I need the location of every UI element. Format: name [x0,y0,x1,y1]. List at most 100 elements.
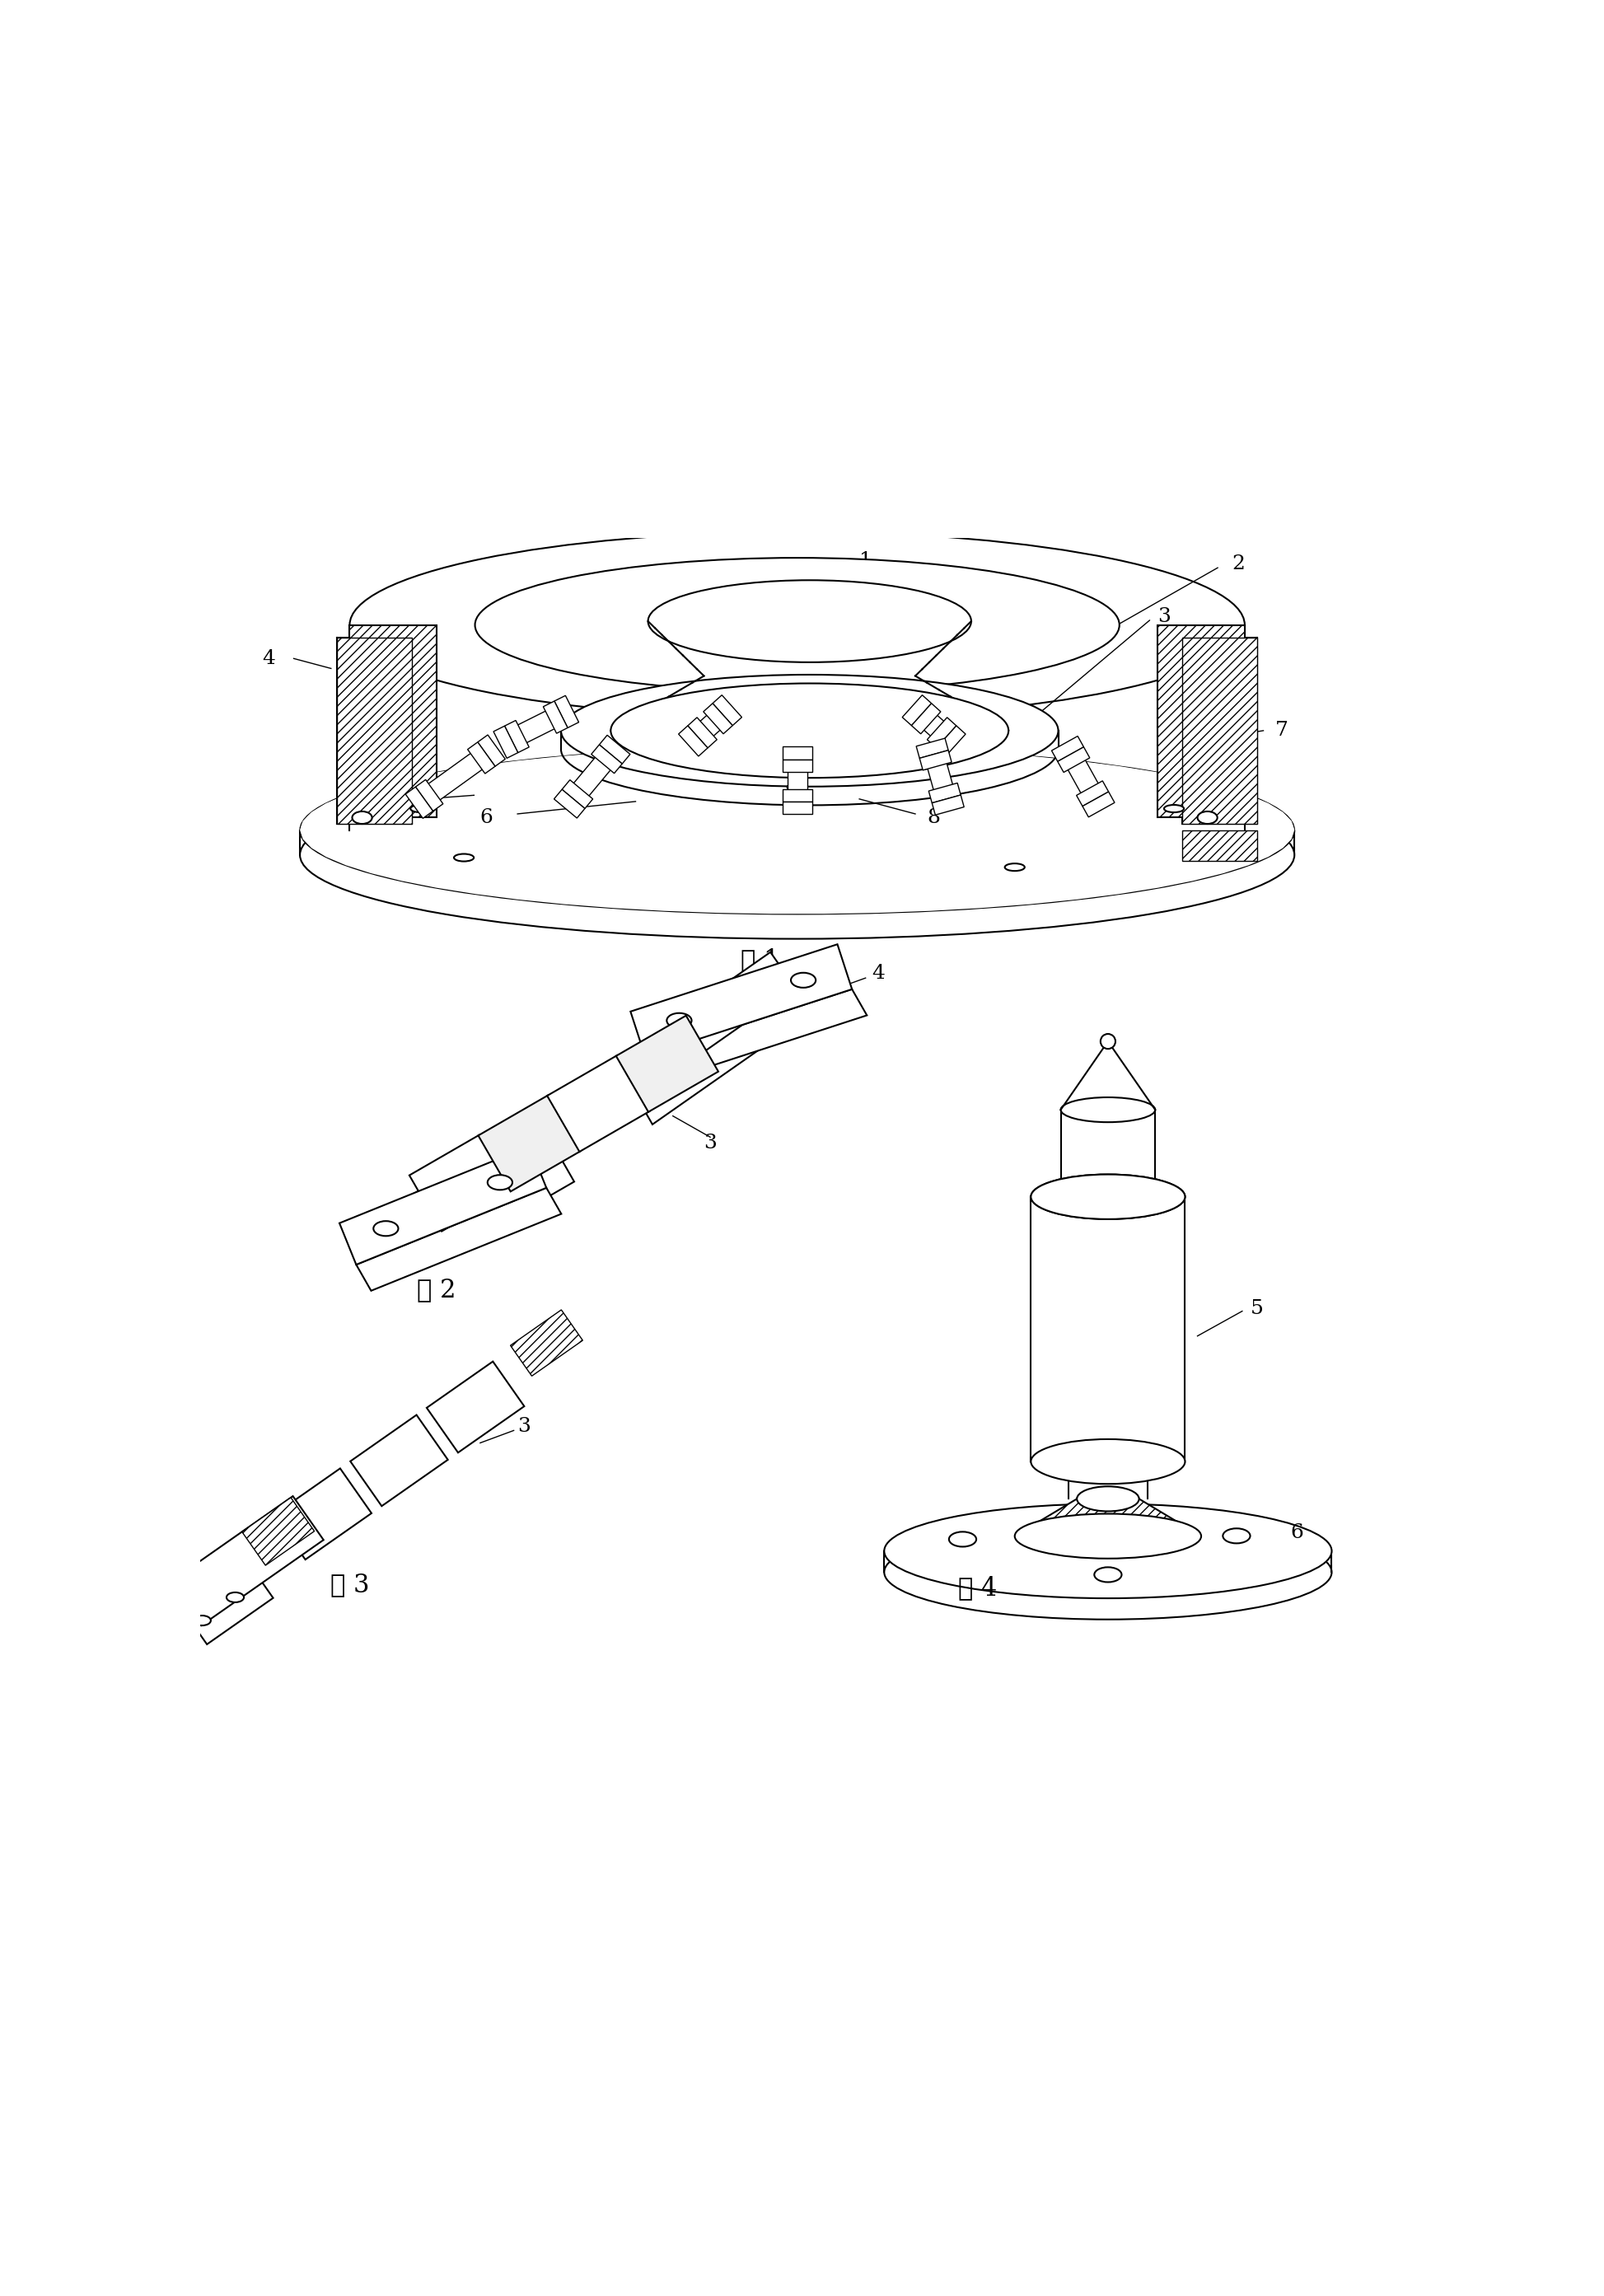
Polygon shape [507,705,566,748]
Text: 4: 4 [266,1515,279,1534]
Polygon shape [189,1573,273,1644]
Ellipse shape [950,1531,977,1548]
Polygon shape [544,700,568,732]
Polygon shape [783,760,812,771]
Text: 图 4: 图 4 [958,1575,998,1600]
Polygon shape [566,748,619,806]
Ellipse shape [1031,1173,1185,1219]
Ellipse shape [1198,810,1217,824]
Polygon shape [350,625,436,817]
Ellipse shape [611,684,1009,778]
Polygon shape [783,801,812,813]
Polygon shape [547,1056,650,1153]
Polygon shape [600,735,630,765]
Ellipse shape [1165,806,1184,813]
Text: 3: 3 [516,1417,531,1437]
Text: 6: 6 [1290,1522,1304,1543]
Polygon shape [388,1120,560,1242]
Polygon shape [1015,1499,1201,1536]
Polygon shape [350,1414,448,1506]
Polygon shape [678,726,707,755]
Ellipse shape [475,558,1120,691]
Polygon shape [630,944,852,1056]
Polygon shape [1057,746,1089,771]
Ellipse shape [350,533,1245,719]
Polygon shape [478,1095,581,1192]
Polygon shape [553,790,585,817]
Polygon shape [494,726,518,758]
Polygon shape [406,788,433,817]
Polygon shape [468,742,496,774]
Polygon shape [510,1309,582,1375]
Polygon shape [1158,625,1245,817]
Ellipse shape [194,1616,210,1626]
Ellipse shape [454,854,473,861]
Ellipse shape [884,1525,1331,1619]
Polygon shape [1076,781,1108,806]
Polygon shape [419,746,492,808]
Ellipse shape [1100,1033,1115,1049]
Text: 8: 8 [927,808,940,827]
Ellipse shape [300,771,1294,939]
Text: 1: 1 [860,551,873,569]
Polygon shape [415,781,443,810]
Polygon shape [903,696,932,726]
Text: 7: 7 [1275,721,1288,739]
Text: 4: 4 [263,650,276,668]
Ellipse shape [411,806,430,813]
Polygon shape [911,703,940,735]
Polygon shape [242,1497,314,1566]
Ellipse shape [1076,1486,1139,1511]
Text: 图 3: 图 3 [330,1573,369,1598]
Polygon shape [427,1362,525,1453]
Polygon shape [409,1134,512,1231]
Ellipse shape [1222,1529,1250,1543]
Polygon shape [592,744,622,774]
Ellipse shape [1004,863,1025,870]
Polygon shape [505,721,529,753]
Ellipse shape [648,581,972,661]
Text: 2: 2 [1232,556,1245,574]
Ellipse shape [1068,1451,1148,1472]
Polygon shape [616,1015,719,1111]
Polygon shape [929,783,961,804]
Polygon shape [555,696,579,728]
Ellipse shape [1015,1513,1201,1559]
Text: 3: 3 [1158,606,1171,627]
Polygon shape [924,751,956,801]
Ellipse shape [561,675,1059,788]
Polygon shape [937,726,966,755]
Polygon shape [1052,737,1084,762]
Polygon shape [783,746,812,760]
Polygon shape [274,1469,372,1559]
Ellipse shape [353,810,372,824]
Ellipse shape [1031,1440,1185,1483]
Polygon shape [1182,831,1258,861]
Polygon shape [637,987,810,1125]
Polygon shape [478,735,505,767]
Ellipse shape [226,1593,244,1603]
Ellipse shape [791,974,816,987]
Ellipse shape [1094,1568,1121,1582]
Text: 6: 6 [480,808,492,827]
Polygon shape [409,1155,574,1270]
Text: 4: 4 [871,964,884,983]
Polygon shape [704,703,733,735]
Ellipse shape [884,1504,1331,1598]
Ellipse shape [488,1176,512,1189]
Polygon shape [691,707,730,744]
Text: 图 1: 图 1 [741,948,780,974]
Polygon shape [919,751,951,769]
Polygon shape [170,1497,324,1626]
Polygon shape [356,1187,561,1290]
Text: 5: 5 [337,792,350,813]
Ellipse shape [1031,1173,1185,1219]
Polygon shape [561,781,593,808]
Polygon shape [783,790,812,801]
Text: 3: 3 [704,1134,717,1153]
Polygon shape [337,638,412,824]
Ellipse shape [788,783,807,790]
Polygon shape [788,760,807,801]
Polygon shape [1182,638,1258,824]
Polygon shape [613,953,796,1097]
